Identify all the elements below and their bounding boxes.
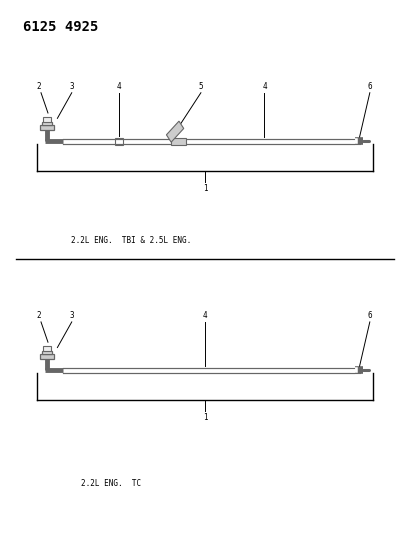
Text: 6125 4925: 6125 4925 bbox=[22, 20, 98, 34]
Text: 3: 3 bbox=[69, 311, 74, 320]
Text: 2: 2 bbox=[36, 82, 41, 91]
FancyBboxPatch shape bbox=[42, 351, 52, 354]
FancyBboxPatch shape bbox=[40, 354, 54, 359]
Text: 4: 4 bbox=[116, 82, 121, 91]
Bar bbox=[166, 121, 183, 142]
Text: 6: 6 bbox=[366, 311, 371, 320]
Bar bbox=[171, 138, 185, 145]
Text: 6: 6 bbox=[366, 82, 371, 91]
Text: 2.2L ENG.  TC: 2.2L ENG. TC bbox=[81, 479, 140, 488]
Text: 1: 1 bbox=[202, 184, 207, 193]
Text: 2: 2 bbox=[36, 311, 41, 320]
FancyBboxPatch shape bbox=[43, 117, 51, 122]
Text: 1: 1 bbox=[202, 413, 207, 422]
Text: 4: 4 bbox=[202, 311, 207, 320]
Text: 3: 3 bbox=[69, 82, 74, 91]
FancyBboxPatch shape bbox=[40, 125, 54, 130]
Text: 4: 4 bbox=[261, 82, 266, 91]
FancyBboxPatch shape bbox=[43, 346, 51, 351]
Bar bbox=[115, 138, 122, 145]
Text: 2.2L ENG.  TBI & 2.5L ENG.: 2.2L ENG. TBI & 2.5L ENG. bbox=[71, 236, 191, 245]
Text: 5: 5 bbox=[198, 82, 203, 91]
FancyBboxPatch shape bbox=[42, 122, 52, 125]
